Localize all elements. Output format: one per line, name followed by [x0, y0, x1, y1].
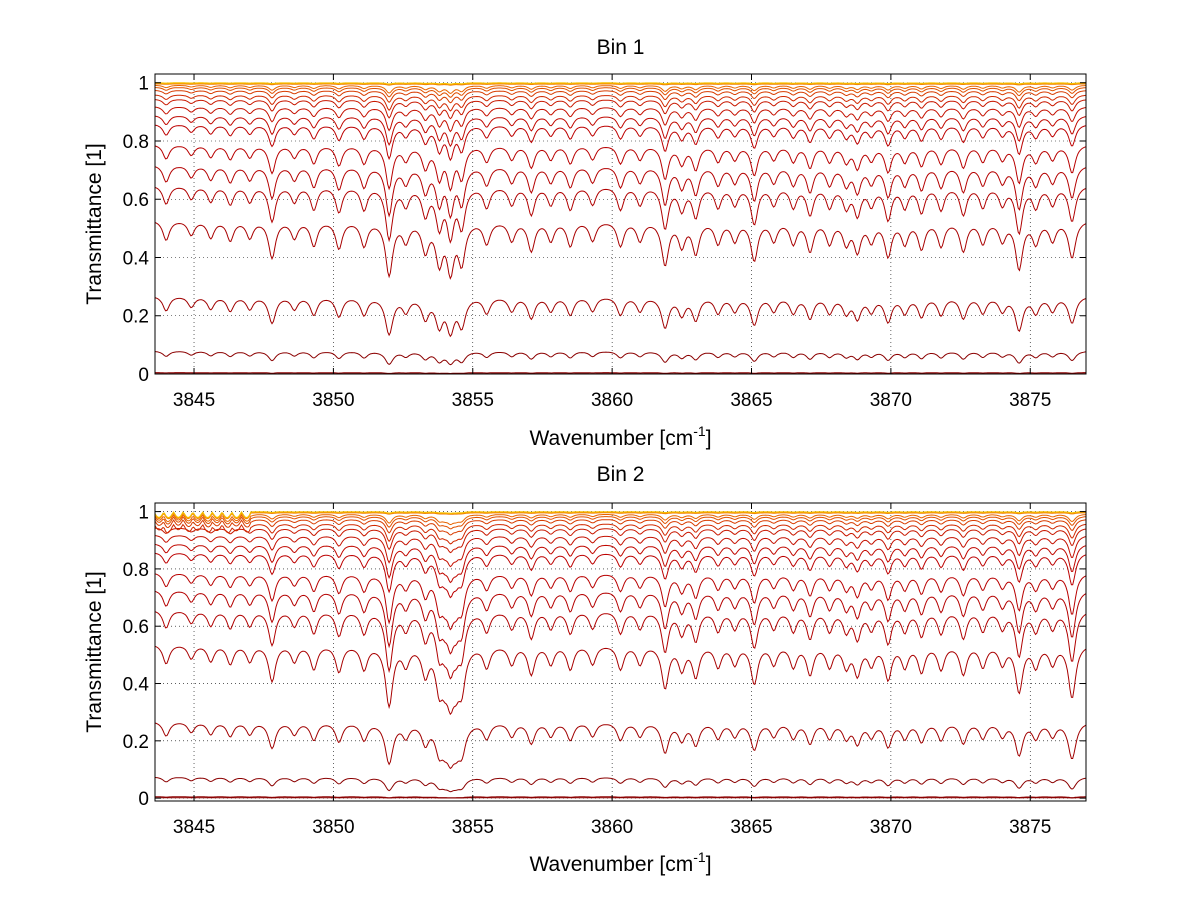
y-tick-label: 0.4 [123, 675, 150, 696]
x-tick-label: 3845 [173, 390, 215, 411]
axes-box [154, 73, 1087, 375]
y-tick-label: 0.6 [123, 190, 149, 211]
series-line-12 [154, 94, 1087, 112]
y-tick-label: 1 [138, 74, 149, 95]
series-line-3 [154, 297, 1087, 338]
axes-box [154, 502, 1087, 802]
x-tick-label: 3875 [1009, 817, 1051, 838]
series-line-10 [154, 535, 1087, 568]
chart-title: Bin 2 [597, 463, 645, 486]
series-line-2 [154, 776, 1087, 793]
y-tick-label: 0 [138, 365, 149, 386]
y-tick-label: 0 [138, 789, 149, 810]
series-line-4 [154, 645, 1087, 716]
x-tick-label: 3860 [591, 817, 633, 838]
series-line-2 [154, 351, 1087, 366]
x-tick-label: 3850 [312, 390, 354, 411]
plot-area [155, 74, 1086, 374]
y-tick-label: 0.2 [123, 307, 149, 328]
x-tick-label: 3850 [312, 817, 354, 838]
series-line-15 [154, 513, 1087, 526]
series-line-14 [154, 516, 1087, 530]
series-line-9 [154, 115, 1087, 148]
series-line-14 [154, 87, 1087, 98]
x-tick-label: 3875 [1009, 390, 1051, 411]
y-tick-label: 1 [138, 503, 149, 524]
series-line-15 [154, 84, 1087, 95]
x-tick-label: 3870 [870, 390, 912, 411]
series-line-8 [154, 552, 1087, 599]
plot-area [155, 503, 1086, 801]
series-line-6 [154, 166, 1087, 220]
series-line-19 [154, 510, 1086, 519]
series-line-6 [154, 590, 1087, 655]
y-tick-label: 0.6 [123, 617, 149, 638]
series-line-11 [154, 527, 1087, 554]
series-line-1 [155, 372, 1086, 375]
chart-panel-bin-1: 3845 3850 3855 3860 3865 3870 3875 0 0.2 0.4 0.6 0.… [83, 36, 1087, 450]
series-line-9 [154, 543, 1087, 584]
chart-panel-bin-2: 3845 3850 3855 3860 3865 3870 3875 0 0.2 0.4 0.6 0.… [83, 463, 1087, 876]
x-tick-label: 3845 [173, 817, 215, 838]
x-tick-label: 3855 [452, 817, 494, 838]
series-line-3 [154, 722, 1087, 770]
y-tick-label: 0.8 [123, 132, 149, 153]
y-axis-label: Transmittance [1] [83, 571, 106, 732]
x-tick-label: 3865 [730, 390, 772, 411]
series-line-13 [154, 90, 1087, 104]
series-line-1 [155, 796, 1086, 799]
x-tick-label: 3870 [870, 817, 912, 838]
series-line-8 [154, 124, 1087, 162]
y-tick-label: 0.4 [123, 248, 150, 269]
series-line-7 [154, 573, 1087, 631]
x-tick-label: 3855 [452, 390, 494, 411]
series-line-5 [154, 611, 1087, 680]
x-tick-label: 3860 [591, 390, 633, 411]
y-axis-label: Transmittance [1] [83, 143, 106, 304]
x-axis-label: Wavenumber [cm-1] [529, 849, 711, 876]
series-line-7 [154, 145, 1087, 192]
x-tick-label: 3865 [730, 817, 772, 838]
series-line-4 [154, 222, 1087, 280]
series-line-5 [154, 186, 1087, 244]
series-line-10 [154, 106, 1087, 133]
series-line-13 [154, 519, 1087, 536]
chart-title: Bin 1 [597, 36, 645, 59]
series-line-12 [154, 523, 1087, 545]
series-line-19 [155, 82, 1086, 85]
y-tick-label: 0.8 [123, 560, 149, 581]
series-line-16 [155, 83, 1086, 86]
y-tick-label: 0.2 [123, 732, 149, 753]
series-line-11 [154, 99, 1087, 120]
x-axis-label: Wavenumber [cm-1] [529, 423, 711, 450]
